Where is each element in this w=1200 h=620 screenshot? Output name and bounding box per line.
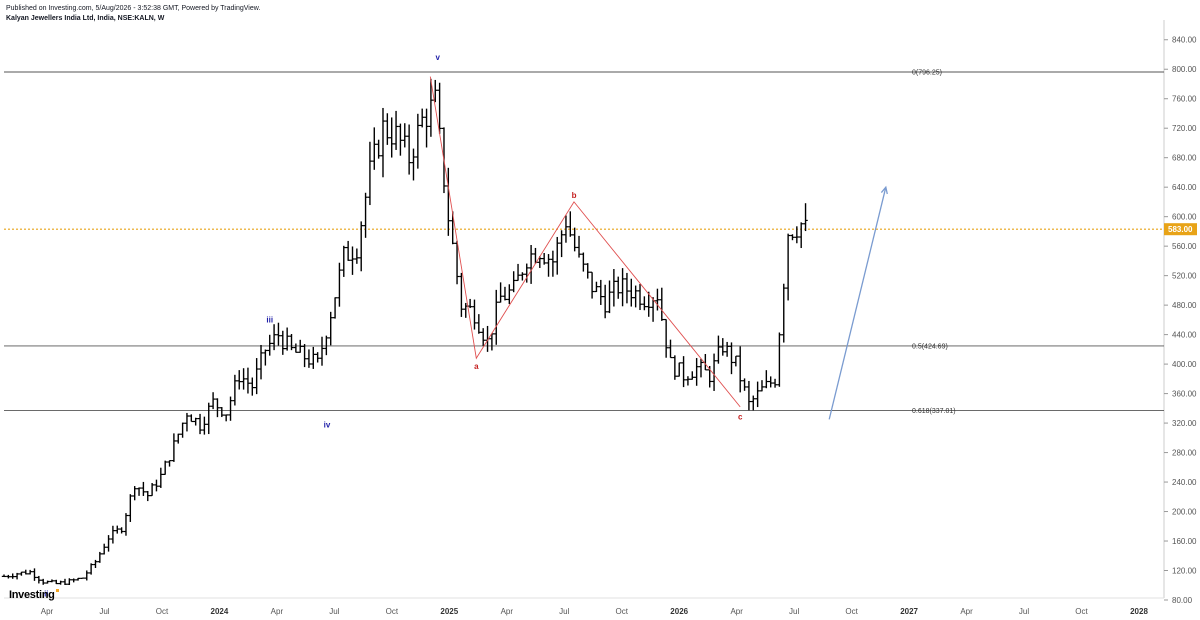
y-tick-label: 160.00	[1172, 537, 1197, 546]
x-tick-label: Apr	[730, 607, 743, 616]
x-tick-label: Oct	[1075, 607, 1088, 616]
x-tick-label: 2025	[440, 607, 458, 616]
y-tick-label: 240.00	[1172, 478, 1197, 487]
x-tick-label: 2028	[1130, 607, 1148, 616]
y-tick-label: 680.00	[1172, 154, 1197, 163]
instrument-title: Kalyan Jewellers India Ltd, India, NSE:K…	[6, 15, 165, 22]
fib-level-label: 0.618(337.01)	[912, 408, 956, 415]
wave-label-a: a	[474, 362, 479, 371]
y-tick-label: 280.00	[1172, 449, 1197, 458]
x-tick-label: Jul	[789, 607, 799, 616]
published-line: Published on Investing.com, 5/Aug/2026 -…	[6, 5, 261, 12]
orange-dot-icon	[55, 589, 59, 592]
investing-logo: Investing	[9, 589, 59, 601]
y-tick-label: 640.00	[1172, 183, 1197, 192]
wave-label-iii: iii	[266, 316, 273, 325]
y-tick-label: 600.00	[1172, 213, 1197, 222]
x-tick-label: Apr	[960, 607, 973, 616]
projection-arrow-line	[828, 187, 887, 420]
x-tick-label: 2027	[900, 607, 918, 616]
wave-label-c: c	[738, 412, 743, 421]
x-tick-label: Apr	[501, 607, 514, 616]
wave-label-iv: iv	[324, 420, 331, 429]
x-tick-label: 2026	[670, 607, 688, 616]
x-tick-label: Jul	[99, 607, 109, 616]
y-tick-label: 200.00	[1172, 508, 1197, 517]
y-tick-label: 840.00	[1172, 36, 1197, 45]
y-tick-label: 560.00	[1172, 242, 1197, 251]
y-tick-label: 120.00	[1172, 567, 1197, 576]
x-tick-label: Jul	[329, 607, 339, 616]
wave-label-ii: ii	[44, 589, 48, 598]
y-tick-label: 440.00	[1172, 331, 1197, 340]
y-tick-label: 480.00	[1172, 301, 1197, 310]
y-tick-label: 800.00	[1172, 65, 1197, 74]
y-tick-label: 520.00	[1172, 272, 1197, 281]
chart-header: Published on Investing.com, 5/Aug/2026 -…	[6, 4, 260, 24]
x-tick-label: 2024	[211, 607, 229, 616]
current-price-label: 583.00	[1168, 225, 1193, 234]
x-tick-label: Oct	[845, 607, 858, 616]
y-tick-label: 400.00	[1172, 360, 1197, 369]
x-tick-label: Oct	[616, 607, 629, 616]
y-tick-label: 360.00	[1172, 390, 1197, 399]
x-tick-label: Jul	[1019, 607, 1029, 616]
x-tick-label: Apr	[271, 607, 284, 616]
logo-text: Investing	[9, 589, 55, 601]
y-tick-label: 320.00	[1172, 419, 1197, 428]
x-tick-label: Oct	[156, 607, 169, 616]
current-price-tag	[1164, 223, 1197, 236]
x-tick-label: Oct	[386, 607, 399, 616]
x-tick-label: Jul	[559, 607, 569, 616]
x-tick-label: Apr	[41, 607, 54, 616]
fib-level-label: 0(796.25)	[912, 69, 942, 76]
abc-correction-path	[429, 76, 741, 408]
wave-label-v: v	[436, 53, 441, 62]
y-tick-label: 720.00	[1172, 124, 1197, 133]
fib-level-label: 0.5(424.69)	[912, 343, 948, 350]
y-tick-label: 80.00	[1172, 596, 1193, 605]
wave-label-b: b	[572, 191, 577, 200]
projection-arrow-head-icon	[880, 185, 888, 195]
y-tick-label: 760.00	[1172, 95, 1197, 104]
